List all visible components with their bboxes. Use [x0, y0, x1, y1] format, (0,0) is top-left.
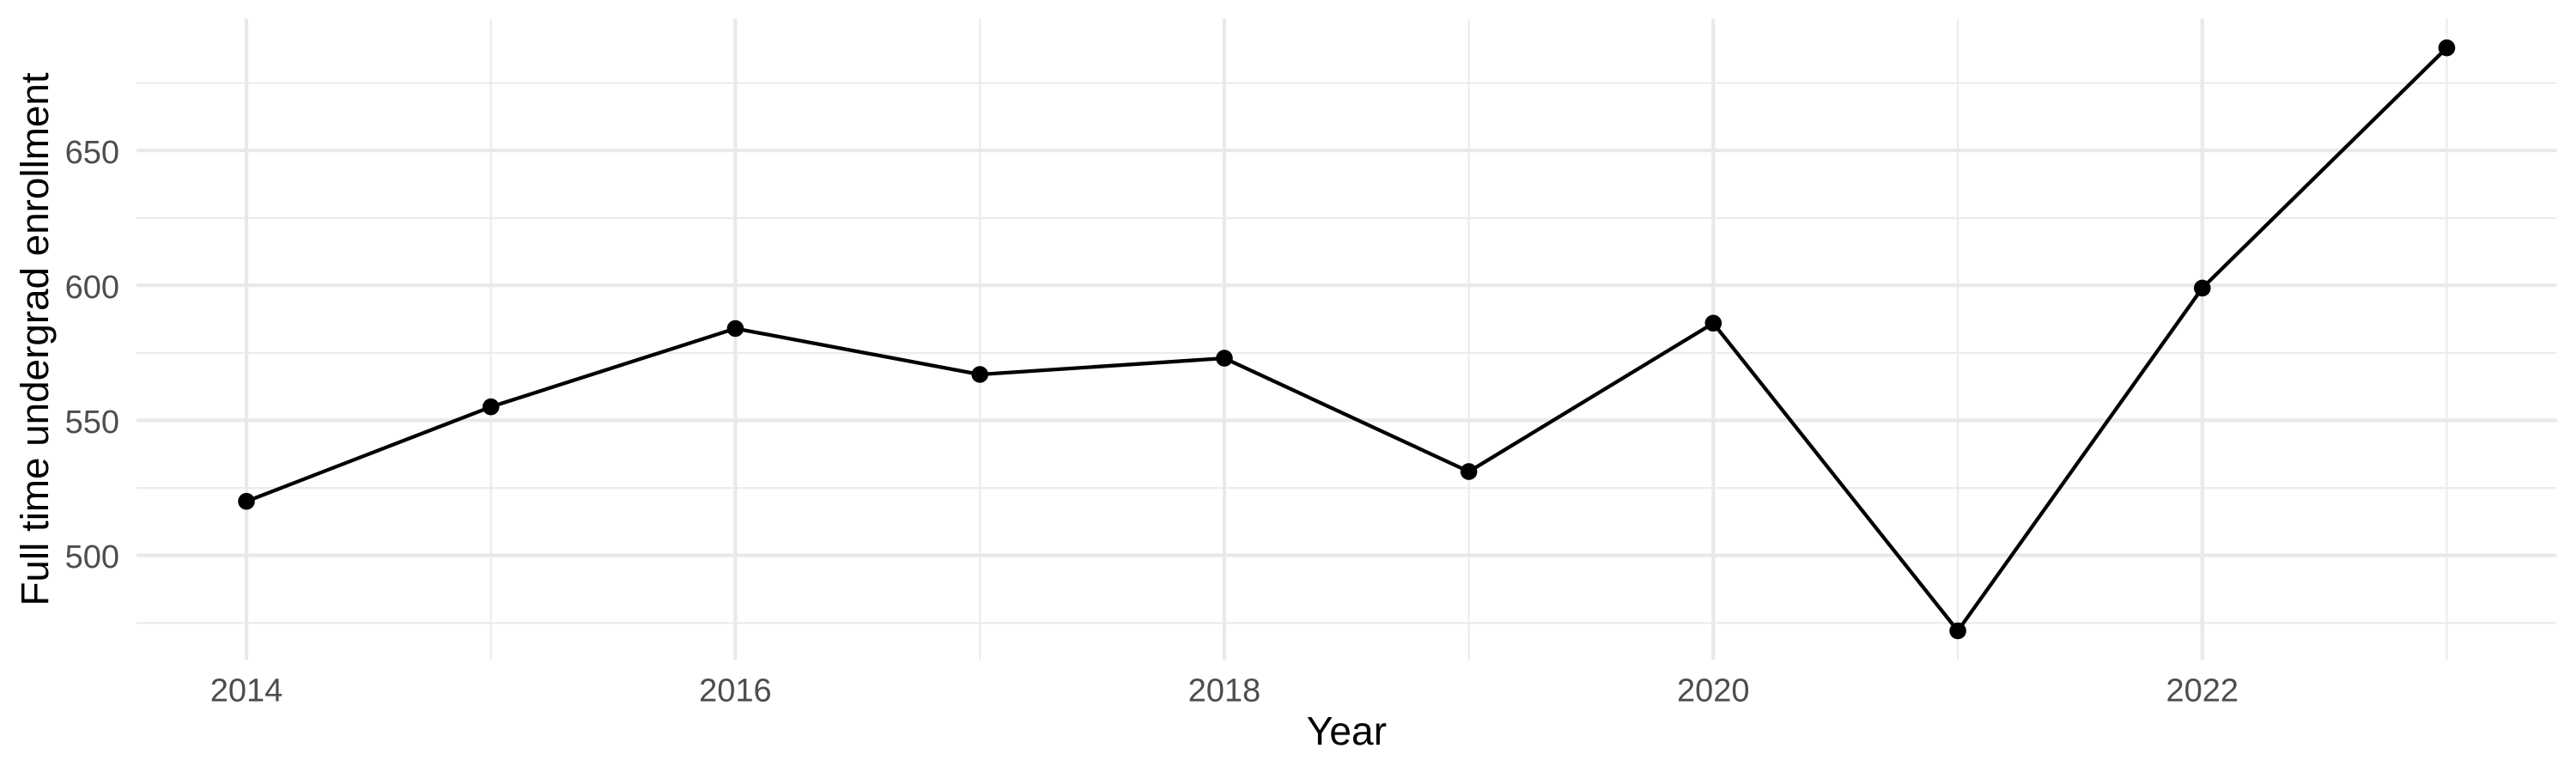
svg-text:Year: Year — [1307, 709, 1387, 753]
svg-text:500: 500 — [65, 539, 119, 575]
svg-text:2022: 2022 — [2166, 673, 2239, 709]
svg-text:2016: 2016 — [699, 673, 772, 709]
svg-text:2018: 2018 — [1188, 673, 1261, 709]
svg-text:650: 650 — [65, 135, 119, 171]
svg-text:2020: 2020 — [1677, 673, 1750, 709]
svg-text:600: 600 — [65, 270, 119, 306]
svg-text:550: 550 — [65, 405, 119, 441]
svg-text:Full time undergrad enrollment: Full time undergrad enrollment — [13, 72, 57, 606]
svg-text:2014: 2014 — [210, 673, 283, 709]
